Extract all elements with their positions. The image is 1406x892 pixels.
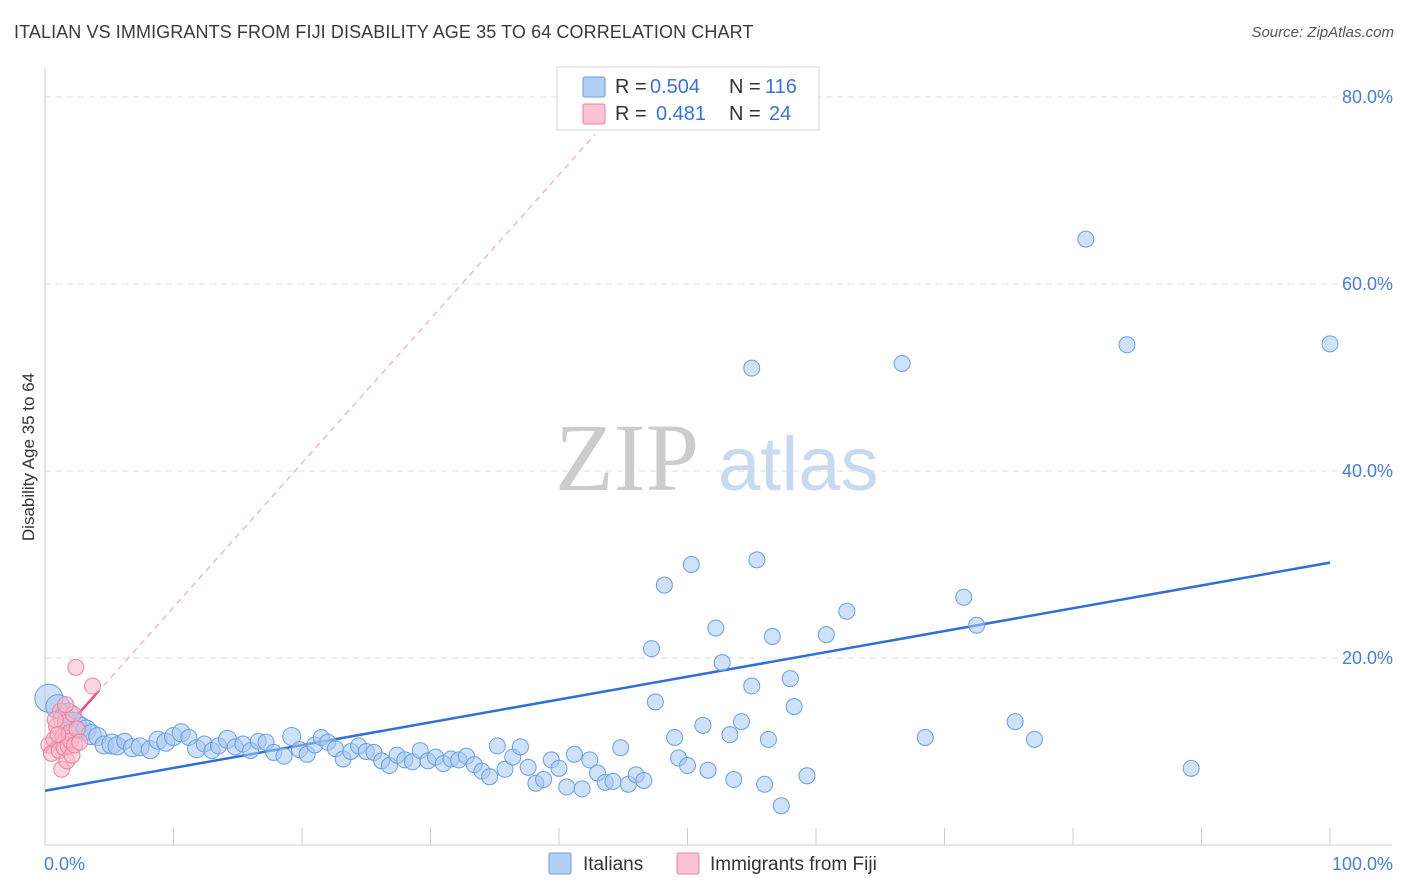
italians-point-81 — [646, 693, 664, 711]
italians-point-98 — [772, 797, 790, 815]
series-legend: Italians Immigrants from Fiji — [548, 852, 877, 875]
italians-point-101 — [798, 767, 816, 785]
italians-point-64 — [519, 758, 537, 776]
italians-point-88 — [699, 761, 717, 779]
italians-point-66 — [535, 771, 553, 789]
italians-point-91 — [721, 726, 739, 744]
italians-point-32 — [275, 747, 293, 765]
italians-point-104 — [817, 626, 835, 644]
italians-point-70 — [565, 745, 583, 763]
italians-point-90 — [713, 654, 731, 672]
italians-point-75 — [604, 772, 622, 790]
italians-point-95 — [756, 775, 774, 793]
fiji-point-20 — [46, 711, 64, 729]
italians-point-82 — [655, 576, 673, 594]
legend-r-value-fiji: 0.481 — [656, 103, 706, 125]
italians-point-102 — [743, 359, 761, 377]
bottom-legend-swatch-italians — [548, 852, 572, 875]
italians-point-111 — [1025, 730, 1043, 748]
italians-point-85 — [679, 757, 696, 775]
watermark: ZIP atlas — [555, 404, 879, 511]
italians-point-76 — [612, 739, 630, 757]
legend-n-label-fiji: N = — [729, 103, 761, 125]
legend-swatch-italians — [582, 76, 606, 98]
italians-point-112 — [1077, 230, 1095, 248]
italians-point-105 — [838, 602, 856, 620]
italians-point-87 — [694, 716, 712, 734]
italians-point-71 — [573, 780, 591, 798]
italians-point-69 — [558, 778, 576, 796]
data-points — [34, 230, 1339, 815]
chart-source: Source: ZipAtlas.com — [1251, 24, 1394, 41]
italians-point-113 — [1118, 336, 1136, 354]
italians-trend-line — [44, 561, 1331, 793]
legend-r-label-italians: R = — [615, 76, 647, 98]
y-axis-title: Disability Age 35 to 64 — [19, 373, 38, 541]
fiji-point-21 — [49, 726, 67, 744]
x-tick-label-start: 0.0% — [44, 854, 85, 874]
fiji-point-17 — [67, 658, 85, 676]
italians-point-115 — [1321, 335, 1339, 353]
legend-r-label-fiji: R = — [615, 103, 647, 125]
legend-swatch-fiji — [582, 103, 606, 125]
italians-point-63 — [511, 738, 529, 756]
y-tick-label-20: 20.0% — [1342, 648, 1393, 668]
italians-point-80 — [643, 640, 661, 658]
y-tick-label-40: 40.0% — [1342, 461, 1393, 481]
legend-n-label-italians: N = — [729, 76, 761, 98]
italians-point-114 — [1182, 759, 1200, 777]
bottom-legend-fiji: Immigrants from Fiji — [710, 854, 877, 875]
italians-point-83 — [666, 728, 684, 746]
fiji-point-19 — [71, 733, 89, 751]
italians-point-108 — [955, 588, 973, 606]
italians-point-110 — [1006, 713, 1024, 731]
grid — [45, 96, 1392, 659]
italians-point-99 — [781, 670, 799, 688]
italians-point-86 — [682, 556, 700, 573]
fiji-point-22 — [57, 696, 75, 714]
legend-n-value-italians: 116 — [765, 76, 797, 98]
y-tick-label-60: 60.0% — [1342, 274, 1393, 294]
italians-point-93 — [732, 713, 750, 731]
legend-r-value-italians: 0.504 — [650, 76, 700, 98]
fiji-trend-extended — [44, 134, 596, 752]
italians-point-106 — [893, 354, 911, 372]
italians-point-59 — [481, 768, 499, 786]
chart-title: ITALIAN VS IMMIGRANTS FROM FIJI DISABILI… — [14, 22, 754, 42]
italians-point-109 — [968, 616, 986, 634]
italians-point-72 — [581, 751, 599, 769]
x-tick-label-end: 100.0% — [1332, 854, 1393, 874]
watermark-zip: ZIP — [555, 404, 699, 511]
bottom-legend-italians: Italians — [583, 854, 643, 875]
axes — [44, 68, 1392, 846]
italians-point-33 — [282, 727, 302, 747]
correlation-legend: R = 0.504 N = 116 R = 0.481 N = 24 — [556, 66, 820, 131]
italians-point-96 — [759, 730, 777, 748]
italians-point-79 — [635, 771, 653, 789]
italians-point-107 — [916, 728, 934, 746]
tick-labels: 20.0% 40.0% 60.0% 80.0% 0.0% 100.0% — [44, 87, 1393, 874]
italians-point-103 — [748, 551, 766, 569]
italians-point-100 — [785, 698, 803, 716]
italians-point-97 — [763, 627, 781, 645]
italians-point-92 — [725, 771, 743, 789]
y-tick-label-80: 80.0% — [1342, 87, 1393, 107]
watermark-atlas: atlas — [718, 422, 879, 507]
fiji-point-23 — [84, 677, 102, 695]
italians-point-68 — [550, 759, 568, 777]
italians-point-89 — [707, 619, 725, 637]
italians-point-61 — [496, 760, 514, 778]
bottom-legend-swatch-fiji — [676, 852, 700, 875]
italians-point-60 — [488, 737, 506, 755]
italians-point-94 — [743, 677, 761, 695]
legend-n-value-fiji: 24 — [769, 103, 791, 125]
